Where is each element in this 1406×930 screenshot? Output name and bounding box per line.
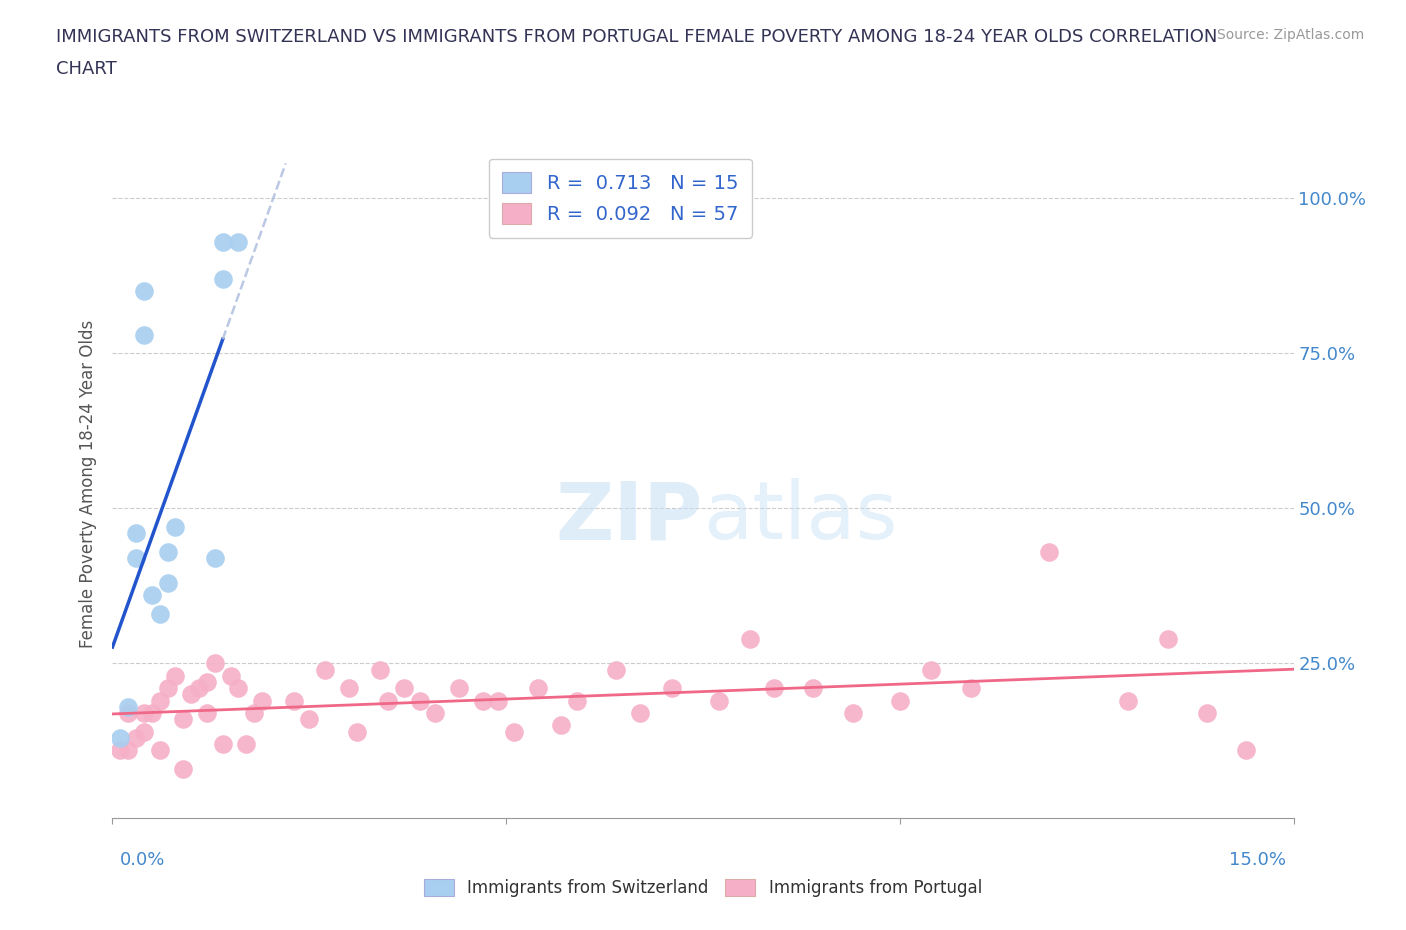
Text: 0.0%: 0.0% bbox=[120, 851, 165, 869]
Point bbox=[526, 681, 548, 696]
Point bbox=[180, 687, 202, 702]
Point bbox=[503, 724, 526, 739]
Point bbox=[219, 669, 242, 684]
Point bbox=[337, 681, 360, 696]
Point bbox=[605, 662, 627, 677]
Point bbox=[740, 631, 762, 646]
Point bbox=[228, 234, 250, 249]
Point bbox=[550, 718, 572, 733]
Point bbox=[156, 544, 179, 559]
Point bbox=[628, 706, 651, 721]
Text: ZIP: ZIP bbox=[555, 478, 703, 556]
Point bbox=[172, 762, 194, 777]
Point bbox=[188, 681, 211, 696]
Point bbox=[125, 730, 148, 745]
Point bbox=[346, 724, 368, 739]
Point bbox=[165, 669, 187, 684]
Text: 15.0%: 15.0% bbox=[1229, 851, 1286, 869]
Point bbox=[228, 681, 250, 696]
Point bbox=[156, 681, 179, 696]
Point bbox=[149, 743, 172, 758]
Point bbox=[195, 706, 218, 721]
Point bbox=[149, 606, 172, 621]
Text: IMMIGRANTS FROM SWITZERLAND VS IMMIGRANTS FROM PORTUGAL FEMALE POVERTY AMONG 18-: IMMIGRANTS FROM SWITZERLAND VS IMMIGRANT… bbox=[56, 28, 1218, 46]
Y-axis label: Female Poverty Among 18-24 Year Olds: Female Poverty Among 18-24 Year Olds bbox=[79, 320, 97, 647]
Point bbox=[132, 724, 155, 739]
Point bbox=[141, 706, 163, 721]
Point bbox=[1156, 631, 1178, 646]
Point bbox=[117, 699, 139, 714]
Point bbox=[132, 284, 155, 299]
Point bbox=[110, 743, 132, 758]
Point bbox=[707, 693, 730, 708]
Point bbox=[195, 674, 218, 689]
Point bbox=[368, 662, 391, 677]
Point bbox=[235, 737, 257, 751]
Point bbox=[141, 588, 163, 603]
Point bbox=[243, 706, 266, 721]
Point bbox=[149, 693, 172, 708]
Point bbox=[283, 693, 305, 708]
Text: atlas: atlas bbox=[703, 478, 897, 556]
Point bbox=[298, 711, 321, 726]
Point bbox=[959, 681, 981, 696]
Point bbox=[132, 706, 155, 721]
Point bbox=[408, 693, 430, 708]
Point bbox=[447, 681, 470, 696]
Legend: Immigrants from Switzerland, Immigrants from Portugal: Immigrants from Switzerland, Immigrants … bbox=[418, 872, 988, 904]
Point bbox=[661, 681, 683, 696]
Point bbox=[156, 576, 179, 591]
Point bbox=[1038, 544, 1060, 559]
Point bbox=[125, 551, 148, 565]
Point bbox=[377, 693, 399, 708]
Point bbox=[1195, 706, 1218, 721]
Text: CHART: CHART bbox=[56, 60, 117, 78]
Point bbox=[314, 662, 336, 677]
Point bbox=[250, 693, 273, 708]
Point bbox=[471, 693, 494, 708]
Point bbox=[204, 551, 226, 565]
Point bbox=[1116, 693, 1139, 708]
Point bbox=[1234, 743, 1257, 758]
Point bbox=[110, 730, 132, 745]
Point bbox=[117, 706, 139, 721]
Point bbox=[172, 711, 194, 726]
Point bbox=[211, 234, 233, 249]
Point bbox=[486, 693, 509, 708]
Point bbox=[211, 737, 233, 751]
Point bbox=[125, 525, 148, 540]
Point bbox=[211, 272, 233, 286]
Point bbox=[565, 693, 588, 708]
Point bbox=[392, 681, 415, 696]
Point bbox=[425, 706, 447, 721]
Point bbox=[889, 693, 911, 708]
Point bbox=[117, 743, 139, 758]
Point bbox=[762, 681, 785, 696]
Point bbox=[204, 656, 226, 671]
Text: Source: ZipAtlas.com: Source: ZipAtlas.com bbox=[1216, 28, 1364, 42]
Point bbox=[165, 520, 187, 535]
Point bbox=[801, 681, 824, 696]
Point bbox=[132, 327, 155, 342]
Point bbox=[920, 662, 942, 677]
Point bbox=[841, 706, 863, 721]
